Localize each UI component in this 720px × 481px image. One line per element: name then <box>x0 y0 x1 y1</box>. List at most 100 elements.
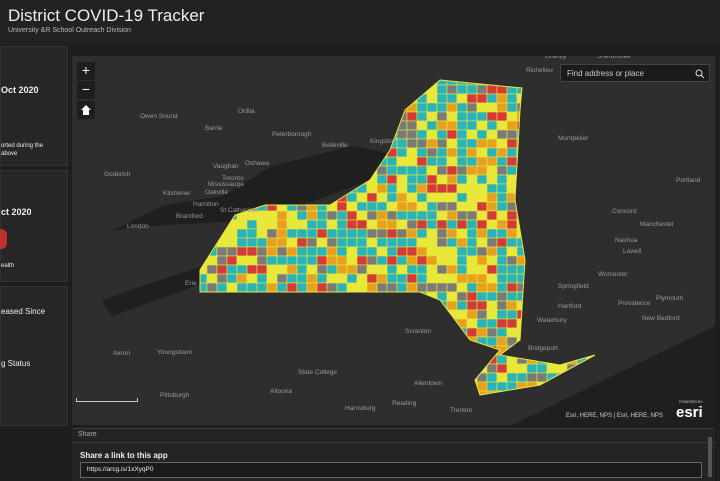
place-label: Bridgeport <box>528 345 558 352</box>
district <box>396 192 408 203</box>
district <box>536 372 548 383</box>
panel-text: ealth <box>1 263 15 269</box>
place-label: Mississauga <box>208 181 244 188</box>
district <box>446 237 458 248</box>
district <box>456 219 468 230</box>
district <box>356 219 368 230</box>
district <box>396 237 408 248</box>
district <box>206 273 218 284</box>
district <box>376 246 388 257</box>
place-label: Goderich <box>104 171 131 178</box>
lake <box>112 146 402 231</box>
district <box>366 192 378 203</box>
district <box>276 237 288 248</box>
district <box>346 201 358 212</box>
district <box>476 327 488 338</box>
district <box>206 264 218 275</box>
district <box>406 147 418 158</box>
district <box>456 84 468 95</box>
district <box>396 129 408 140</box>
home-button[interactable] <box>77 101 95 119</box>
district <box>446 174 458 185</box>
district <box>286 264 298 275</box>
district <box>316 282 328 293</box>
district <box>416 237 428 248</box>
district <box>466 111 478 122</box>
district <box>506 255 518 266</box>
map[interactable]: Owen Sound Barrie Orillia Peterborough Belle… <box>72 56 715 425</box>
district <box>316 237 328 248</box>
district <box>426 111 438 122</box>
district <box>446 147 458 158</box>
district <box>236 255 248 266</box>
district <box>496 363 508 374</box>
district <box>326 246 338 257</box>
district <box>246 246 258 257</box>
district <box>486 273 498 284</box>
district <box>366 219 378 230</box>
district <box>376 273 388 284</box>
district <box>486 309 498 320</box>
district <box>426 237 438 248</box>
district <box>396 255 408 266</box>
place-label: Hartford <box>558 303 582 310</box>
place-labels: Owen Sound Barrie Orillia Peterborough Belle… <box>104 56 701 414</box>
district <box>416 129 428 140</box>
district <box>476 111 488 122</box>
district <box>506 237 518 248</box>
district <box>486 327 498 338</box>
district <box>246 237 258 248</box>
zoom-in[interactable]: + <box>77 62 95 80</box>
district <box>376 219 388 230</box>
district <box>386 228 398 239</box>
district <box>296 228 308 239</box>
place-label: Granby <box>545 56 567 60</box>
district <box>366 255 378 266</box>
district <box>446 192 458 203</box>
info-panel: ct 2020 ealth <box>0 170 68 282</box>
scrollbar[interactable] <box>708 437 712 477</box>
district <box>506 363 518 374</box>
district <box>396 201 408 212</box>
district <box>416 156 428 167</box>
district <box>436 183 448 194</box>
district <box>346 255 358 266</box>
place-label: Altoona <box>270 388 292 395</box>
share-tab[interactable]: Share <box>78 431 97 438</box>
district <box>426 228 438 239</box>
district <box>506 219 518 230</box>
district <box>436 93 448 104</box>
search-box[interactable]: Find address or place <box>560 64 710 82</box>
district <box>496 381 508 392</box>
district <box>486 183 498 194</box>
district <box>506 156 518 167</box>
district <box>386 219 398 230</box>
district <box>426 255 438 266</box>
district <box>426 165 438 176</box>
district <box>336 210 348 221</box>
search-icon[interactable] <box>695 69 705 79</box>
place-label: Hamilton <box>193 201 219 208</box>
share-url[interactable]: https://arcg.is/1xXyqP0 <box>80 462 702 478</box>
district <box>506 129 518 140</box>
district <box>486 291 498 302</box>
district <box>466 183 478 194</box>
district <box>266 237 278 248</box>
district <box>236 219 248 230</box>
zoom-out[interactable]: − <box>77 81 95 99</box>
district <box>226 237 238 248</box>
district <box>276 255 288 266</box>
district <box>336 237 348 248</box>
district <box>356 264 368 275</box>
district <box>416 192 428 203</box>
district <box>526 363 538 374</box>
district <box>366 183 378 194</box>
district <box>406 219 418 230</box>
district <box>236 237 248 248</box>
district <box>496 228 508 239</box>
place-label: Harrisburg <box>345 405 376 412</box>
district <box>476 219 488 230</box>
district <box>326 255 338 266</box>
place-label: Richelieu <box>526 67 553 74</box>
